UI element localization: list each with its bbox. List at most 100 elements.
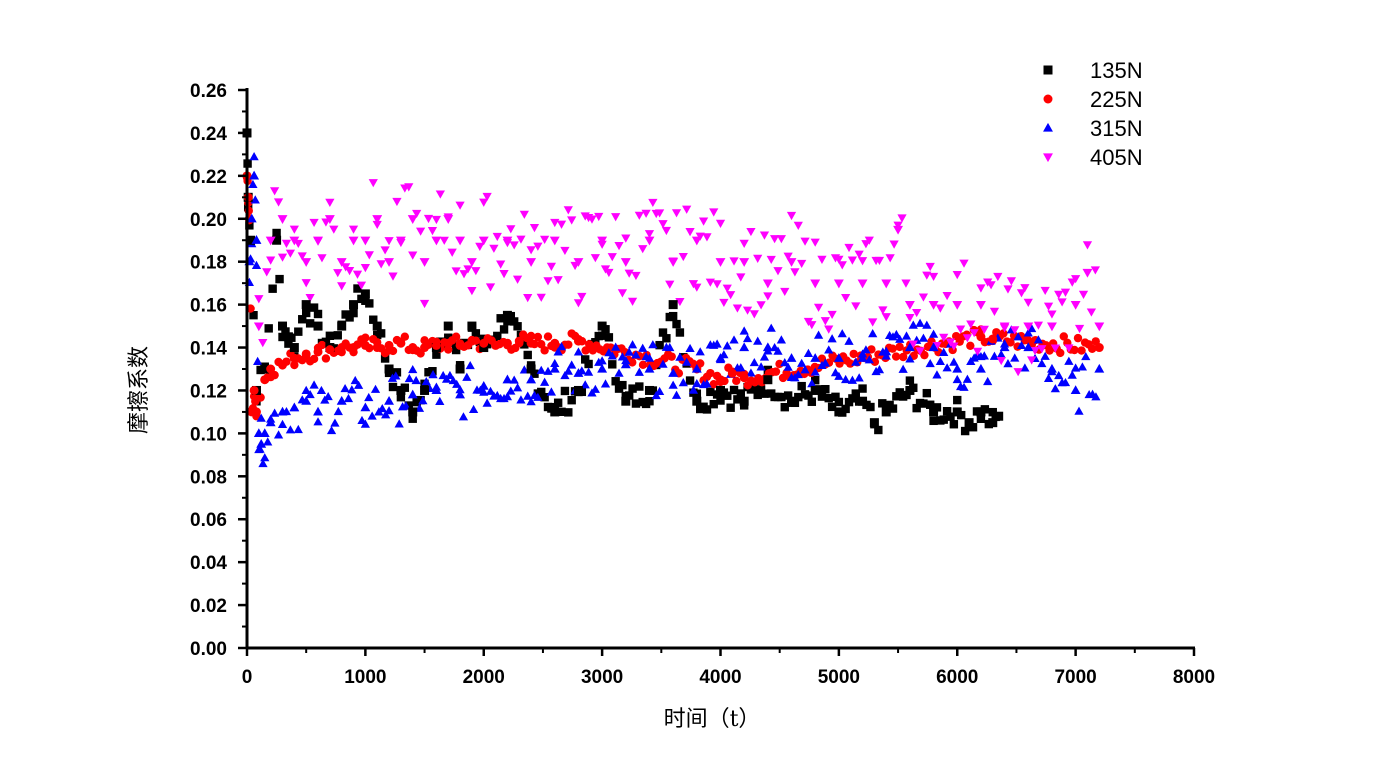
cloud-point (624, 347, 634, 356)
cloud-point (898, 364, 908, 373)
cloud-point (309, 303, 319, 312)
cloud-point (333, 269, 343, 278)
cloud-point (851, 389, 860, 398)
cloud-point (516, 235, 526, 244)
cloud-point (301, 385, 311, 394)
data-point (952, 301, 963, 310)
data-point (1094, 343, 1104, 353)
data-point (431, 385, 442, 395)
data-point (549, 363, 560, 373)
cloud-point (1043, 373, 1054, 382)
cloud-point (377, 403, 387, 413)
cloud-point (736, 363, 746, 372)
data-point (265, 417, 276, 427)
cloud-point (962, 374, 973, 383)
cloud-point (1077, 362, 1088, 371)
cloud-point (513, 322, 522, 331)
data-point (573, 258, 584, 267)
cloud-point (631, 271, 641, 281)
cloud-point (604, 268, 614, 278)
cloud-point (759, 231, 770, 240)
cloud-point (962, 334, 973, 343)
data-point (337, 343, 347, 353)
series-225N (242, 171, 1104, 417)
x-tick-label: 3000 (581, 667, 623, 688)
cloud-point (631, 399, 641, 408)
cloud-point (702, 233, 712, 242)
cloud-point (732, 376, 741, 386)
cloud-point (920, 350, 929, 360)
cloud-point (451, 345, 461, 355)
cloud-point (881, 313, 891, 322)
cloud-point (309, 354, 319, 364)
cloud-point (841, 404, 850, 414)
data-point (256, 438, 267, 448)
data-point (833, 353, 844, 362)
cloud-point (264, 324, 273, 333)
cloud-point (353, 284, 362, 293)
cloud-point (364, 392, 374, 402)
data-point (407, 389, 418, 399)
y-tick-label: 0.08 (190, 467, 227, 488)
cloud-point (321, 337, 331, 347)
cloud-point (540, 346, 549, 355)
cloud-point (293, 424, 303, 434)
cloud-point (746, 227, 756, 237)
cloud-point (516, 395, 526, 404)
cloud-point (607, 351, 617, 360)
data-point (384, 396, 394, 405)
cloud-point (942, 291, 952, 301)
legend-marker (1043, 153, 1053, 163)
cloud-point (922, 271, 932, 280)
data-point (762, 342, 773, 352)
cloud-point (412, 209, 422, 219)
cloud-point (266, 256, 276, 265)
cloud-point (421, 376, 431, 386)
cloud-point (968, 423, 978, 432)
cloud-point (455, 201, 465, 210)
cloud-point (672, 319, 681, 329)
cloud-point (600, 379, 611, 388)
y-tick-label: 0.04 (190, 553, 227, 574)
cloud-point (512, 383, 523, 392)
cloud-point (878, 399, 887, 408)
data-point (289, 353, 299, 363)
cloud-point (587, 215, 597, 224)
cloud-point (773, 267, 783, 276)
cloud-point (976, 414, 986, 424)
data-point (644, 385, 654, 395)
cloud-point (529, 224, 540, 233)
cloud-point (635, 382, 644, 391)
data-point (408, 343, 418, 353)
cloud-point (309, 218, 319, 228)
cloud-point (546, 387, 557, 396)
cloud-point (817, 392, 827, 401)
data-point (455, 236, 466, 246)
cloud-point (675, 352, 685, 361)
cloud-point (270, 408, 280, 417)
cloud-point (360, 264, 370, 273)
cloud-point (533, 242, 543, 251)
cloud-point (523, 350, 532, 360)
cloud-point (902, 390, 911, 400)
cloud-point (435, 396, 445, 405)
cloud-point (258, 338, 268, 348)
cloud-point (864, 236, 874, 245)
cloud-point (675, 328, 685, 337)
cloud-point (1027, 356, 1037, 365)
cloud-point (935, 304, 945, 313)
cloud-point (452, 379, 462, 388)
cloud-point (908, 340, 918, 349)
cloud-point (834, 255, 844, 264)
cloud-point (895, 334, 905, 343)
data-point (597, 363, 608, 373)
cloud-point (925, 358, 935, 368)
cloud-point (479, 387, 489, 396)
cloud-point (1006, 277, 1016, 286)
legend-entry-405N: 405N (1043, 145, 1143, 170)
data-point (420, 343, 430, 353)
cloud-point (556, 342, 567, 351)
cloud-point (364, 251, 374, 260)
cloud-point (966, 341, 975, 350)
cloud-point (1016, 340, 1027, 350)
